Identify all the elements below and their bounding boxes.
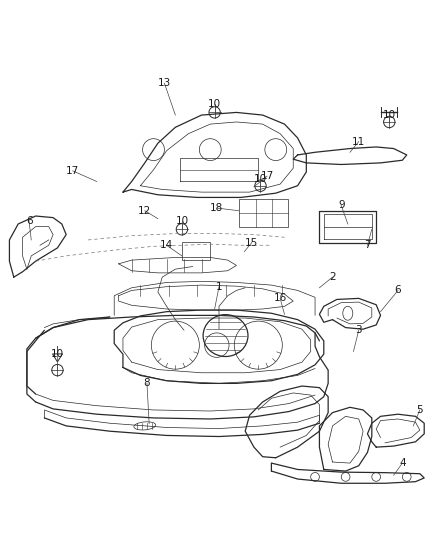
Text: 3: 3 [355,325,362,335]
Text: 11: 11 [352,136,365,147]
Text: 7: 7 [364,240,371,251]
Text: 6: 6 [26,216,32,227]
Text: 17: 17 [261,171,274,181]
Text: 10: 10 [383,110,396,120]
Text: 16: 16 [273,293,287,303]
Text: 8: 8 [144,378,150,389]
Text: 1: 1 [215,281,223,292]
Text: 10: 10 [51,349,64,359]
Text: 2: 2 [329,272,336,282]
Text: 9: 9 [338,200,345,211]
Text: 14: 14 [160,240,173,251]
Text: 13: 13 [158,78,171,88]
Text: 10: 10 [208,100,221,109]
Text: 10: 10 [175,216,188,227]
Text: 5: 5 [417,405,423,415]
Text: 12: 12 [138,206,152,216]
Text: 4: 4 [399,458,406,468]
Text: 15: 15 [245,238,258,248]
Text: 10: 10 [254,174,267,184]
Text: 17: 17 [66,166,79,176]
Text: 6: 6 [395,285,401,295]
Text: 18: 18 [210,203,223,213]
